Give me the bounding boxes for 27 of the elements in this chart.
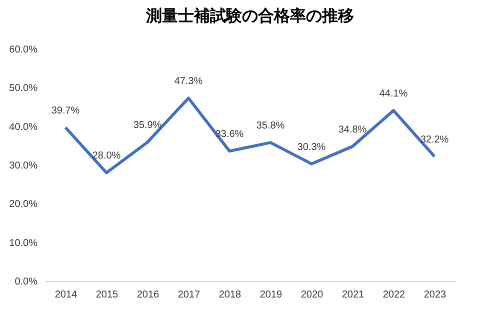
data-label: 28.0% xyxy=(92,150,121,162)
x-tick-label: 2019 xyxy=(260,290,283,300)
x-tick-label: 2018 xyxy=(218,290,242,300)
chart-title: 測量士補試験の合格率の推移 xyxy=(145,6,354,25)
data-label: 30.3% xyxy=(297,142,326,153)
data-label: 44.1% xyxy=(379,88,408,100)
y-tick-label: 50.0% xyxy=(9,83,38,94)
x-tick-label: 2020 xyxy=(300,290,324,300)
data-label: 35.8% xyxy=(256,120,285,132)
y-tick-label: 60.0% xyxy=(9,44,38,56)
x-tick-label: 2021 xyxy=(342,290,365,300)
y-tick-label: 0.0% xyxy=(14,276,38,288)
y-tick-label: 30.0% xyxy=(9,160,38,172)
y-tick-label: 10.0% xyxy=(9,238,38,249)
x-tick-label: 2015 xyxy=(96,290,119,300)
data-label: 32.2% xyxy=(420,134,449,146)
y-tick-label: 40.0% xyxy=(9,122,38,133)
data-label: 47.3% xyxy=(174,76,203,88)
x-tick-label: 2014 xyxy=(54,290,78,300)
y-tick-label: 20.0% xyxy=(9,199,38,210)
x-tick-label: 2017 xyxy=(178,290,201,300)
data-label: 39.7% xyxy=(51,105,80,116)
data-label: 34.8% xyxy=(338,124,367,136)
x-tick-label: 2022 xyxy=(382,290,406,300)
x-tick-label: 2016 xyxy=(136,290,160,300)
x-tick-label: 2023 xyxy=(424,290,447,300)
data-label: 35.9% xyxy=(133,120,162,132)
